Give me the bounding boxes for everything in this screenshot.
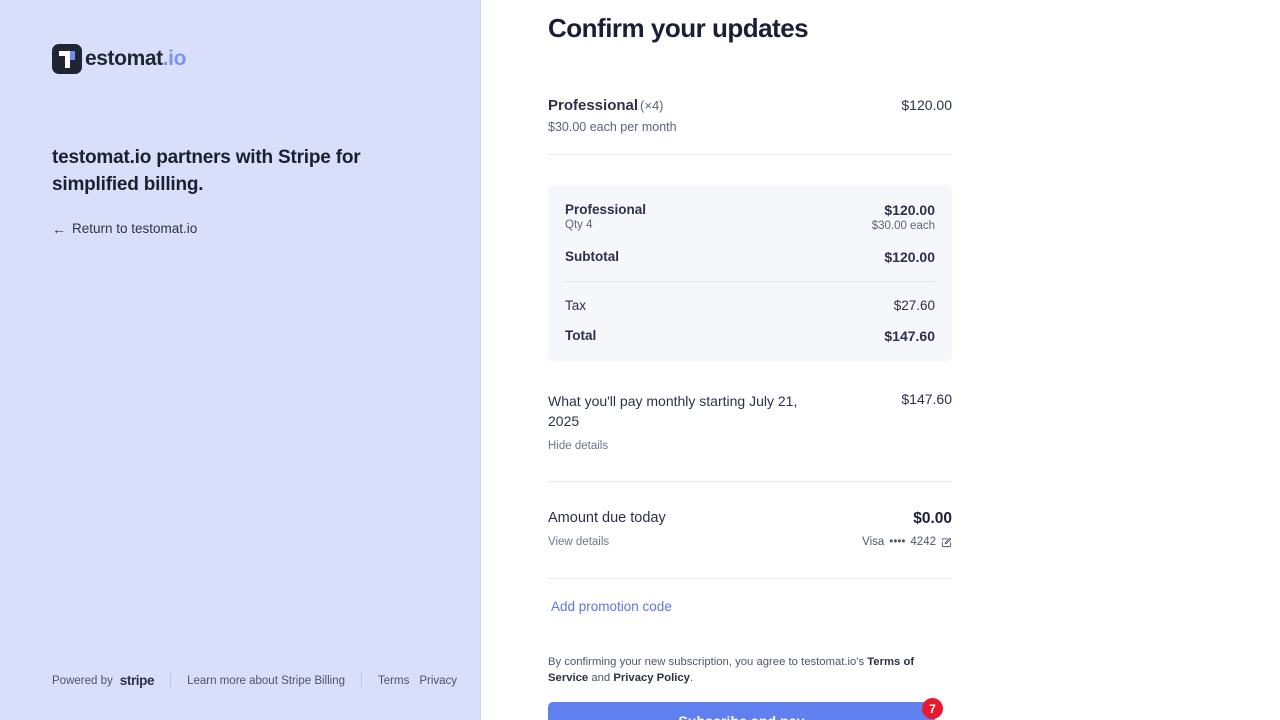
notification-badge: 7 [922,698,943,719]
brand-name-text: estomat [85,47,163,70]
payment-method-summary[interactable]: Visa •••• 4242 [862,536,952,548]
card-last4: 4242 [910,536,936,548]
arrow-left-icon: ← [52,220,66,237]
hide-details-toggle[interactable]: Hide details [548,440,609,452]
privacy-link[interactable]: Privacy [419,674,458,687]
edit-card-icon[interactable] [941,537,952,548]
line-item-name: Professional [548,97,639,114]
tax-amount: $27.60 [893,298,935,313]
subtotal-label: Subtotal [565,249,619,264]
subtotal-amount: $120.00 [884,249,935,265]
merchant-info-panel: estomat.io testomat.io partners with Str… [0,0,481,720]
total-amount: $147.60 [884,328,935,344]
footer-divider [170,673,172,688]
stripe-footer: Powered by stripe Learn more about Strip… [52,673,457,688]
add-promotion-code-button[interactable]: Add promotion code [551,599,672,614]
line-item-quantity: (×4) [640,98,664,113]
recurring-charge-text: What you'll pay monthly starting July 21… [548,393,798,429]
total-label: Total [565,328,597,343]
legal-prefix: By confirming your new subscription, you… [548,656,868,668]
terms-link[interactable]: Terms [378,674,410,687]
brand-name: estomat.io [85,47,186,71]
partner-headline: testomat.io partners with Stripe for sim… [52,147,361,195]
order-details-panel: Professional Qty 4 $120.00 $30.00 each S… [548,185,952,362]
bottom-fade [963,686,1280,720]
recurring-charge-row: What you'll pay monthly starting July 21… [548,391,952,454]
recurring-charge-amount: $147.60 [901,391,952,407]
terms-of-service-link[interactable]: Terms of Service [548,656,915,684]
details-item-amount: $120.00 [884,202,935,218]
legal-middle: and [588,672,614,684]
line-item-unit-price: $30.00 each per month [548,120,677,134]
amount-due-subrow: View details Visa •••• 4242 [548,536,952,548]
return-link-label: Return to testomat.io [72,221,198,236]
testomat-logo-icon [52,44,82,74]
amount-due-row: Amount due today $0.00 [548,510,952,528]
privacy-policy-link[interactable]: Privacy Policy [613,672,690,684]
checkout-panel: Confirm your updates Professional (×4) $3… [481,0,1280,720]
summary-line-item: Professional (×4) $30.00 each per month $… [548,97,952,134]
legal-suffix: . [689,672,694,684]
details-item-each: $30.00 each [871,220,935,232]
return-to-merchant-link[interactable]: ← Return to testomat.io [52,221,197,236]
tax-row: Tax $27.60 [565,298,935,313]
view-details-link[interactable]: View details [548,536,610,548]
tax-label: Tax [565,298,587,313]
card-mask: •••• [889,536,906,548]
stripe-wordmark: stripe [119,673,155,688]
legal-disclaimer: By confirming your new subscription, you… [548,654,952,686]
amount-due-value: $0.00 [913,510,952,527]
amount-due-label: Amount due today [548,510,666,526]
details-item-name: Professional [565,202,647,217]
total-row: Total $147.60 [565,328,935,344]
learn-more-link[interactable]: Learn more about Stripe Billing [187,674,346,687]
line-item-amount: $120.00 [901,97,952,113]
page-title: Confirm your updates [548,13,809,43]
subscribe-and-pay-button[interactable]: Subscribe and pay [548,702,935,720]
brand-logo: estomat.io [52,44,186,74]
subtotal-row: Subtotal $120.00 [565,249,935,265]
details-item-row: Professional Qty 4 $120.00 $30.00 each [565,202,935,232]
details-item-qty: Qty 4 [565,219,593,231]
footer-divider-2 [361,673,363,688]
divider-3 [548,578,952,579]
divider-2 [548,481,952,482]
details-divider [565,281,935,282]
divider [548,154,952,155]
powered-by-label: Powered by [52,674,113,687]
brand-name-tld: .io [162,47,187,70]
card-brand-label: Visa [862,536,885,548]
